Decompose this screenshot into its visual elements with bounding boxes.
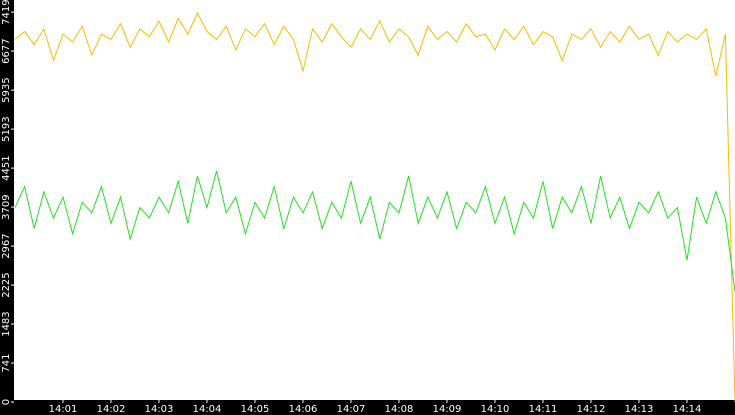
x-tick-label: 14:13 (625, 404, 654, 415)
y-tick-label: 4451 (1, 155, 12, 180)
y-tick-label: 0 (1, 399, 12, 405)
x-tick-label: 14:03 (145, 404, 174, 415)
x-tick-label: 14:07 (337, 404, 366, 415)
y-tick-label: 5193 (1, 116, 12, 141)
y-tick-label: 7419 (1, 0, 12, 25)
y-tick-label: 6677 (1, 38, 12, 63)
x-tick-label: 14:05 (241, 404, 270, 415)
x-tick-label: 14:08 (385, 404, 414, 415)
x-axis-bar (0, 400, 735, 415)
y-tick-label: 1483 (1, 311, 12, 336)
y-tick-label: 2225 (1, 272, 12, 297)
x-tick-label: 14:02 (97, 404, 126, 415)
y-tick-label: 741 (1, 354, 12, 373)
y-tick-label: 3709 (1, 194, 12, 219)
x-tick-label: 14:12 (577, 404, 606, 415)
x-tick-label: 14:10 (481, 404, 510, 415)
x-tick-label: 14:14 (673, 404, 702, 415)
x-tick-label: 14:04 (193, 404, 222, 415)
x-tick-label: 14:06 (289, 404, 318, 415)
x-tick-label: 14:09 (433, 404, 462, 415)
y-tick-label: 2967 (1, 233, 12, 258)
y-axis-bar (0, 0, 14, 415)
x-tick-label: 14:01 (49, 404, 78, 415)
series-line (14, 170, 735, 292)
y-tick-label: 5935 (1, 77, 12, 102)
x-tick-label: 14:11 (529, 404, 558, 415)
series-line (14, 11, 735, 403)
